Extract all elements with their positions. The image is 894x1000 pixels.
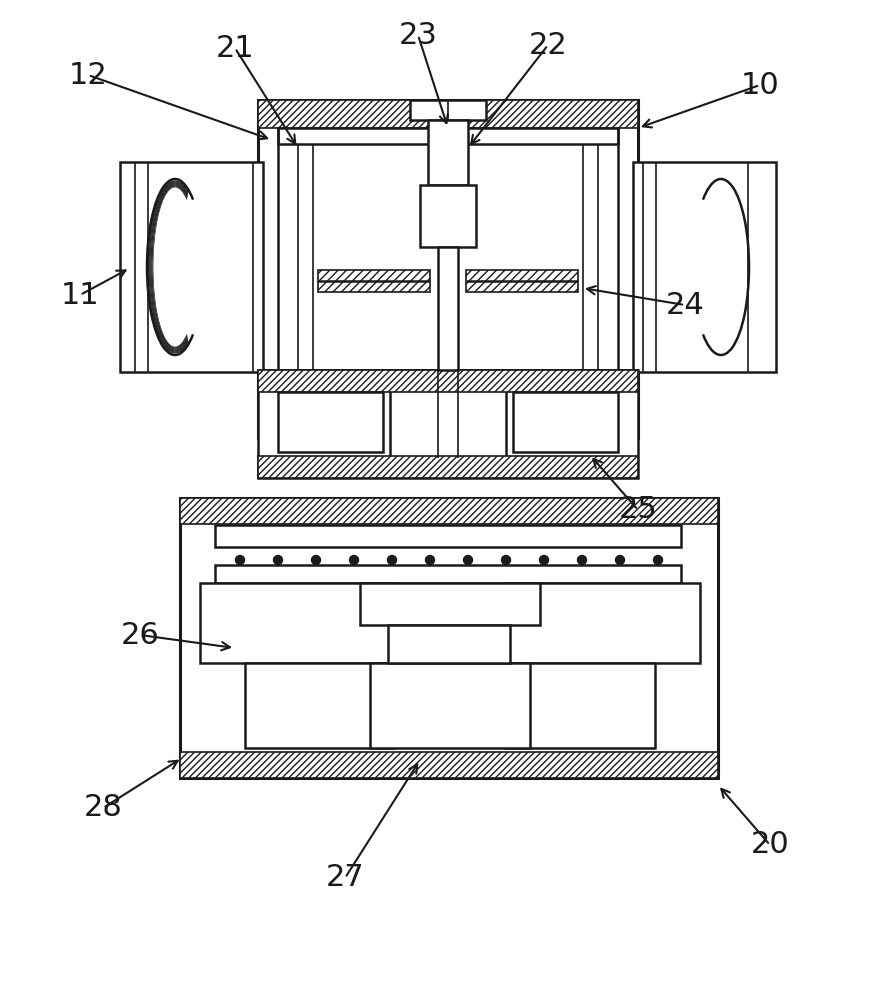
- Bar: [215, 525, 680, 547]
- Text: 10: 10: [740, 71, 779, 100]
- Text: 22: 22: [528, 31, 567, 60]
- Text: 28: 28: [83, 793, 122, 822]
- Bar: [257, 456, 637, 478]
- Bar: [120, 162, 263, 372]
- Bar: [632, 162, 775, 372]
- Text: 24: 24: [665, 290, 704, 320]
- Bar: [369, 663, 529, 748]
- Bar: [257, 370, 637, 478]
- Bar: [317, 270, 429, 292]
- Bar: [257, 100, 637, 128]
- Circle shape: [387, 556, 396, 564]
- Circle shape: [311, 556, 320, 564]
- Text: 12: 12: [69, 61, 107, 90]
- Circle shape: [425, 556, 434, 564]
- Bar: [409, 100, 485, 120]
- Bar: [466, 270, 578, 292]
- Bar: [180, 498, 717, 524]
- Bar: [199, 583, 394, 663]
- Bar: [437, 247, 458, 370]
- Bar: [278, 128, 618, 144]
- Circle shape: [653, 556, 662, 564]
- Circle shape: [539, 556, 548, 564]
- Bar: [512, 392, 618, 452]
- Text: 21: 21: [215, 34, 254, 63]
- Circle shape: [577, 556, 586, 564]
- Bar: [278, 392, 383, 452]
- Text: 11: 11: [61, 280, 99, 310]
- Bar: [257, 100, 637, 438]
- Circle shape: [274, 556, 283, 564]
- Text: 20: 20: [750, 830, 789, 859]
- Circle shape: [235, 556, 244, 564]
- Circle shape: [615, 556, 624, 564]
- Bar: [245, 663, 394, 748]
- Bar: [504, 583, 699, 663]
- Circle shape: [501, 556, 510, 564]
- Bar: [215, 565, 680, 583]
- Circle shape: [350, 556, 358, 564]
- Bar: [504, 663, 654, 748]
- Bar: [180, 498, 717, 778]
- Bar: [359, 583, 539, 625]
- Bar: [419, 185, 476, 247]
- Bar: [390, 370, 505, 458]
- Text: 25: 25: [618, 495, 656, 524]
- Circle shape: [463, 556, 472, 564]
- Text: 23: 23: [398, 21, 437, 50]
- Bar: [388, 625, 510, 663]
- Bar: [427, 120, 468, 185]
- Text: 27: 27: [325, 863, 364, 892]
- Text: 26: 26: [121, 620, 159, 650]
- Bar: [180, 752, 717, 778]
- Bar: [257, 370, 637, 392]
